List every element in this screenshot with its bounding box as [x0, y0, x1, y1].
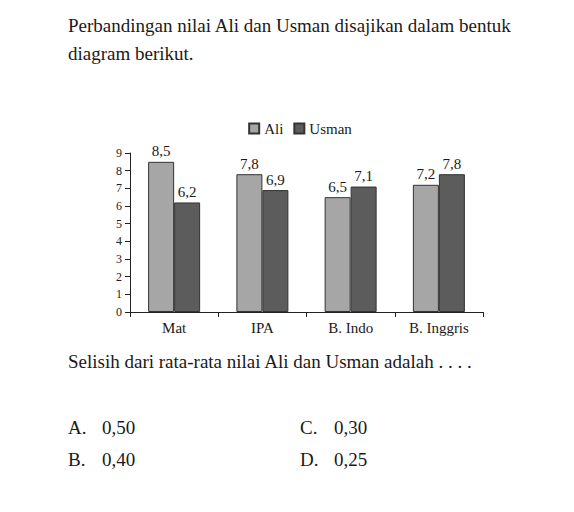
html-text:C.: C. [300, 417, 318, 438]
svg-text:6: 6 [116, 199, 122, 213]
svg-text:7,1: 7,1 [354, 168, 373, 184]
svg-text:7,2: 7,2 [417, 166, 436, 182]
svg-text:6,9: 6,9 [266, 172, 285, 188]
html-text:B.: B. [68, 449, 86, 470]
html-text:0,25: 0,25 [334, 449, 368, 470]
html-text:Selisih dari rata-rata nilai A: Selisih dari rata-rata nilai Ali dan Usm… [68, 351, 472, 372]
svg-text:Mat: Mat [162, 320, 187, 336]
html-text:A.: A. [68, 417, 87, 438]
svg-text:9: 9 [116, 146, 122, 160]
svg-text:Usman: Usman [309, 121, 352, 137]
svg-text:6,5: 6,5 [328, 179, 347, 195]
svg-text:B. Indo: B. Indo [328, 320, 373, 336]
svg-text:6,2: 6,2 [178, 184, 197, 200]
svg-text:0: 0 [116, 305, 122, 319]
svg-text:7,8: 7,8 [240, 156, 259, 172]
html-text:Perbandingan nilai Ali dan Usm: Perbandingan nilai Ali dan Usman disajik… [68, 15, 511, 64]
svg-text:2: 2 [116, 270, 122, 284]
svg-text:7,8: 7,8 [443, 156, 462, 172]
svg-text:8: 8 [116, 164, 122, 178]
svg-text:3: 3 [116, 252, 122, 266]
svg-text:7: 7 [116, 181, 122, 195]
svg-text:8,5: 8,5 [152, 143, 171, 159]
svg-text:IPA: IPA [251, 320, 274, 336]
svg-text:4: 4 [116, 234, 122, 248]
svg-text:5: 5 [116, 217, 122, 231]
html-text:D.: D. [300, 449, 319, 470]
html-text:0,30: 0,30 [334, 417, 368, 438]
svg-text:1: 1 [116, 287, 122, 301]
svg-text:Ali: Ali [264, 121, 283, 137]
html-text:0,50: 0,50 [102, 417, 136, 438]
html-text:0,40: 0,40 [102, 449, 136, 470]
svg-text:B. Inggris: B. Inggris [409, 320, 469, 336]
